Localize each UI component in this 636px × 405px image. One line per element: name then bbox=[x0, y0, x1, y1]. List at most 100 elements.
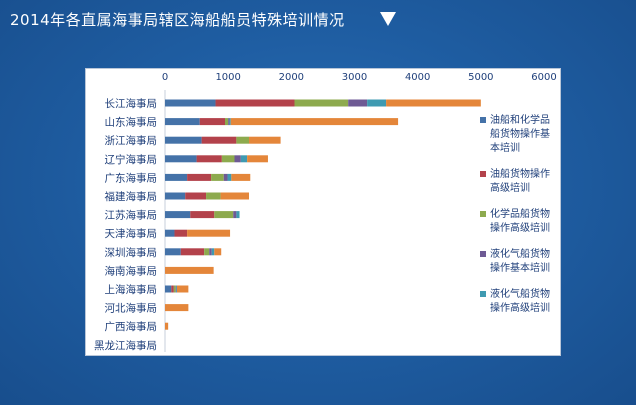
bar-segment bbox=[247, 155, 268, 163]
bar-segment bbox=[229, 118, 231, 126]
bar-segment bbox=[231, 173, 251, 181]
legend-item: 液化气船货物 操作高级培训 bbox=[480, 288, 558, 316]
chart-title: 2014年各直属海事局辖区海船船员特殊培训情况 bbox=[10, 11, 345, 29]
bar-segment bbox=[165, 266, 214, 274]
bar-segment bbox=[177, 285, 189, 293]
legend-swatch bbox=[480, 171, 486, 177]
bar-segment bbox=[165, 99, 216, 107]
x-tick-label: 2000 bbox=[279, 72, 304, 83]
x-tick-label: 5000 bbox=[468, 72, 493, 83]
bar-segment bbox=[190, 211, 215, 219]
legend-label: 操作高级培训 bbox=[490, 223, 550, 234]
legend-label: 操作高级培训 bbox=[490, 303, 550, 314]
bar-segment bbox=[240, 155, 248, 163]
bar-segment bbox=[214, 211, 234, 219]
bar-segment bbox=[204, 248, 210, 256]
bar-segment bbox=[211, 248, 215, 256]
bar-segment bbox=[180, 248, 205, 256]
dropdown-arrow-icon[interactable] bbox=[380, 12, 396, 26]
bar-segment bbox=[233, 211, 237, 219]
bar-segment bbox=[294, 99, 349, 107]
bar-segment bbox=[214, 248, 222, 256]
bar-segment bbox=[196, 155, 222, 163]
bar-segment bbox=[230, 118, 399, 126]
bar-segment bbox=[165, 248, 181, 256]
bar-segment bbox=[221, 155, 235, 163]
x-tick-label: 0 bbox=[162, 72, 168, 83]
bar-segment bbox=[386, 99, 481, 107]
category-label: 江苏海事局 bbox=[105, 209, 158, 222]
category-label: 长江海事局 bbox=[105, 97, 158, 110]
bar-chart: 0 1000 2000 3000 4000 5000 6000 长江海事局山东海事局浙江海事局… bbox=[94, 72, 557, 352]
category-label: 山东海事局 bbox=[105, 116, 158, 129]
bar-segment bbox=[348, 99, 368, 107]
bar-segment bbox=[228, 118, 230, 126]
bar-segment bbox=[165, 229, 175, 237]
bar-segment bbox=[174, 229, 188, 237]
x-tick-label: 4000 bbox=[405, 72, 430, 83]
bar-segment bbox=[223, 173, 228, 181]
bar-segment bbox=[220, 192, 250, 200]
category-label: 上海海事局 bbox=[105, 283, 158, 296]
x-tick-label: 1000 bbox=[215, 72, 240, 83]
category-label: 黑龙江海事局 bbox=[94, 339, 157, 352]
legend-item: 油船货物操作 高级培训 bbox=[480, 168, 558, 196]
bar-segment bbox=[225, 118, 229, 126]
bar-segment bbox=[165, 155, 197, 163]
legend-label: 高级培训 bbox=[490, 183, 530, 194]
bar-segment bbox=[165, 322, 169, 330]
x-tick-label: 3000 bbox=[342, 72, 367, 83]
bar-segment bbox=[209, 248, 212, 256]
bar-segment bbox=[165, 118, 200, 126]
legend-label: 船货物操作基 bbox=[490, 129, 550, 140]
bar-segment bbox=[199, 118, 226, 126]
legend-item: 油船和化学品 船货物操作基 本培训 bbox=[480, 114, 558, 156]
bar-segment bbox=[215, 99, 295, 107]
category-label: 辽宁海事局 bbox=[105, 153, 158, 166]
bar-segment bbox=[236, 211, 240, 219]
bar-segment bbox=[165, 211, 191, 219]
category-label: 浙江海事局 bbox=[105, 134, 158, 147]
category-label: 广西海事局 bbox=[105, 320, 158, 333]
bar-segment bbox=[206, 192, 221, 200]
bar-segment bbox=[367, 99, 387, 107]
bar-segment bbox=[165, 173, 188, 181]
legend-label: 本培训 bbox=[490, 143, 520, 154]
legend-swatch bbox=[480, 251, 486, 257]
bar-segment bbox=[173, 285, 176, 293]
category-label: 河北海事局 bbox=[105, 302, 158, 315]
bar-segment bbox=[236, 136, 250, 144]
category-label: 海南海事局 bbox=[105, 264, 158, 277]
bar-segment bbox=[165, 285, 172, 293]
legend-swatch bbox=[480, 117, 486, 123]
legend-item: 液化气船货物 操作基本培训 bbox=[480, 248, 558, 276]
legend-label: 化学品船货物 bbox=[490, 209, 550, 220]
legend-label: 操作基本培训 bbox=[490, 263, 550, 274]
bar-segment bbox=[165, 136, 202, 144]
chart-legend: 油船和化学品 船货物操作基 本培训 油船货物操作 高级培训 化学品船货物 操作高级培训 液化气… bbox=[480, 114, 558, 328]
x-tick-label: 6000 bbox=[531, 72, 556, 83]
bar-segment bbox=[165, 192, 186, 200]
bar-segment bbox=[185, 192, 207, 200]
legend-label: 油船和化学品 bbox=[490, 115, 550, 126]
category-label: 福建海事局 bbox=[105, 190, 158, 203]
bar-segment bbox=[175, 285, 177, 293]
bar-segment bbox=[171, 285, 174, 293]
category-label: 深圳海事局 bbox=[105, 246, 158, 259]
legend-label: 油船货物操作 bbox=[490, 169, 550, 180]
bar-segment bbox=[234, 155, 241, 163]
bar-segment bbox=[165, 304, 189, 312]
legend-label: 液化气船货物 bbox=[490, 289, 550, 300]
bar-segment bbox=[211, 173, 224, 181]
bar-segment bbox=[187, 173, 212, 181]
bar-segment bbox=[227, 173, 232, 181]
legend-swatch bbox=[480, 291, 486, 297]
category-label: 天津海事局 bbox=[105, 227, 158, 240]
bar-segment bbox=[187, 229, 231, 237]
legend-label: 液化气船货物 bbox=[490, 249, 550, 260]
bar-segment bbox=[176, 285, 178, 293]
legend-item: 化学品船货物 操作高级培训 bbox=[480, 208, 558, 236]
category-label: 广东海事局 bbox=[105, 171, 158, 184]
legend-swatch bbox=[480, 211, 486, 217]
bar-segment bbox=[201, 136, 237, 144]
